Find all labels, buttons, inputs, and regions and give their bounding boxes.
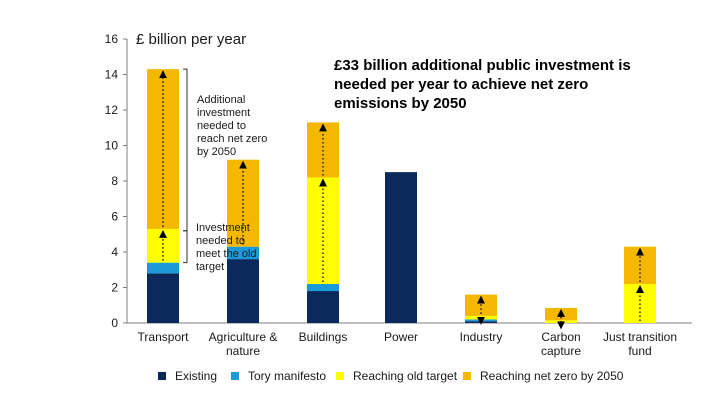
chart-legend: Existing Tory manifesto Reaching old tar…: [0, 369, 722, 387]
x-tick-label-line: Transport: [138, 330, 190, 344]
y-tick-label: 12: [105, 103, 119, 117]
y-tick-label: 10: [105, 139, 119, 153]
y-tick-label: 6: [111, 210, 118, 224]
x-tick-label: Agriculture & nature: [209, 330, 278, 358]
x-tick-label-line: Industry: [460, 330, 503, 344]
legend-swatch: [463, 372, 471, 380]
x-tick-label-line: nature: [226, 344, 260, 358]
annotation-net-zero: Additional investment needed to reach ne…: [197, 94, 267, 159]
bar-segment-existing: [147, 273, 179, 323]
annotation-old-target: Investment needed to meet the old target: [196, 222, 257, 274]
annotation-line: reach net zero: [197, 133, 268, 145]
bar-segment-tory-manifesto: [147, 262, 179, 274]
legend-swatch: [231, 372, 239, 380]
y-tick-label: 2: [111, 281, 118, 295]
legend-label: Existing: [175, 369, 218, 383]
bar-segment-reaching-old-target: [624, 283, 656, 323]
bar-segment-existing: [227, 259, 259, 323]
legend-item-net-zero: Reaching net zero by 2050: [463, 369, 623, 383]
x-tick-label-line: Buildings: [299, 330, 348, 344]
legend-item-tory-manifesto: Tory manifesto: [231, 369, 326, 383]
annotation-line: Investment: [196, 222, 250, 234]
bar-segment-reaching-old-target: [147, 228, 179, 263]
bar-segment-reaching-net-zero-by-2050: [307, 122, 339, 178]
annotation-line: meet the old: [196, 248, 257, 260]
headline-line: £33 billion additional public investment…: [334, 57, 631, 74]
bracket-net-zero: [183, 68, 188, 232]
bar-segment-reaching-net-zero-by-2050: [147, 69, 179, 229]
legend-item-existing: Existing: [158, 369, 217, 383]
bar-segment-tory-manifesto: [227, 246, 259, 260]
annotation-line: needed to: [197, 120, 246, 132]
x-tick-label-line: fund: [628, 344, 651, 358]
annotation-line: target: [196, 261, 225, 273]
legend-swatch: [336, 372, 344, 380]
legend-label: Tory manifesto: [248, 369, 327, 383]
x-tick-label: Power: [384, 330, 418, 344]
x-tick-label: Carbon capture: [541, 330, 581, 358]
legend-label: Reaching old target: [353, 369, 458, 383]
x-tick-label: Just transition fund: [603, 330, 677, 358]
legend-item-old-target: Reaching old target: [336, 369, 457, 383]
y-tick-label: 8: [111, 174, 118, 188]
annotation-line: by 2050: [197, 146, 237, 158]
bar-segment-existing: [307, 291, 339, 323]
x-tick-label: Transport: [138, 330, 190, 344]
headline-line: needed per year to achieve net zero: [334, 76, 589, 93]
x-tick-label-line: capture: [541, 344, 581, 358]
bar-segment-tory-manifesto: [307, 283, 339, 292]
legend-label: Reaching net zero by 2050: [480, 369, 624, 383]
bar-segment-reaching-old-target: [307, 177, 339, 284]
annotation-line: needed to: [196, 235, 245, 247]
bar-segment-existing: [465, 321, 497, 323]
y-tick-label: 14: [105, 68, 119, 82]
y-tick-label: 16: [105, 32, 119, 46]
legend-swatch: [158, 372, 166, 380]
x-tick-label-line: Carbon: [541, 330, 580, 344]
bar-segment-existing: [385, 172, 417, 323]
x-tick-label-line: Agriculture &: [209, 330, 278, 344]
x-tick-label: Industry: [460, 330, 503, 344]
annotation-line: Additional: [197, 94, 246, 106]
bar-segment-tory-manifesto: [465, 319, 497, 322]
annotation-line: investment: [197, 107, 251, 119]
x-tick-label-line: Power: [384, 330, 418, 344]
y-tick-label: 0: [111, 316, 118, 330]
bracket-old-target: [183, 230, 188, 264]
chart-headline: £33 billion additional public investment…: [334, 56, 644, 113]
x-tick-label: Buildings: [299, 330, 348, 344]
x-tick-label-line: Just transition: [603, 330, 677, 344]
headline-line: emissions by 2050: [334, 95, 467, 112]
y-tick-label: 4: [111, 245, 118, 259]
y-axis-unit-label: £ billion per year: [136, 31, 247, 48]
